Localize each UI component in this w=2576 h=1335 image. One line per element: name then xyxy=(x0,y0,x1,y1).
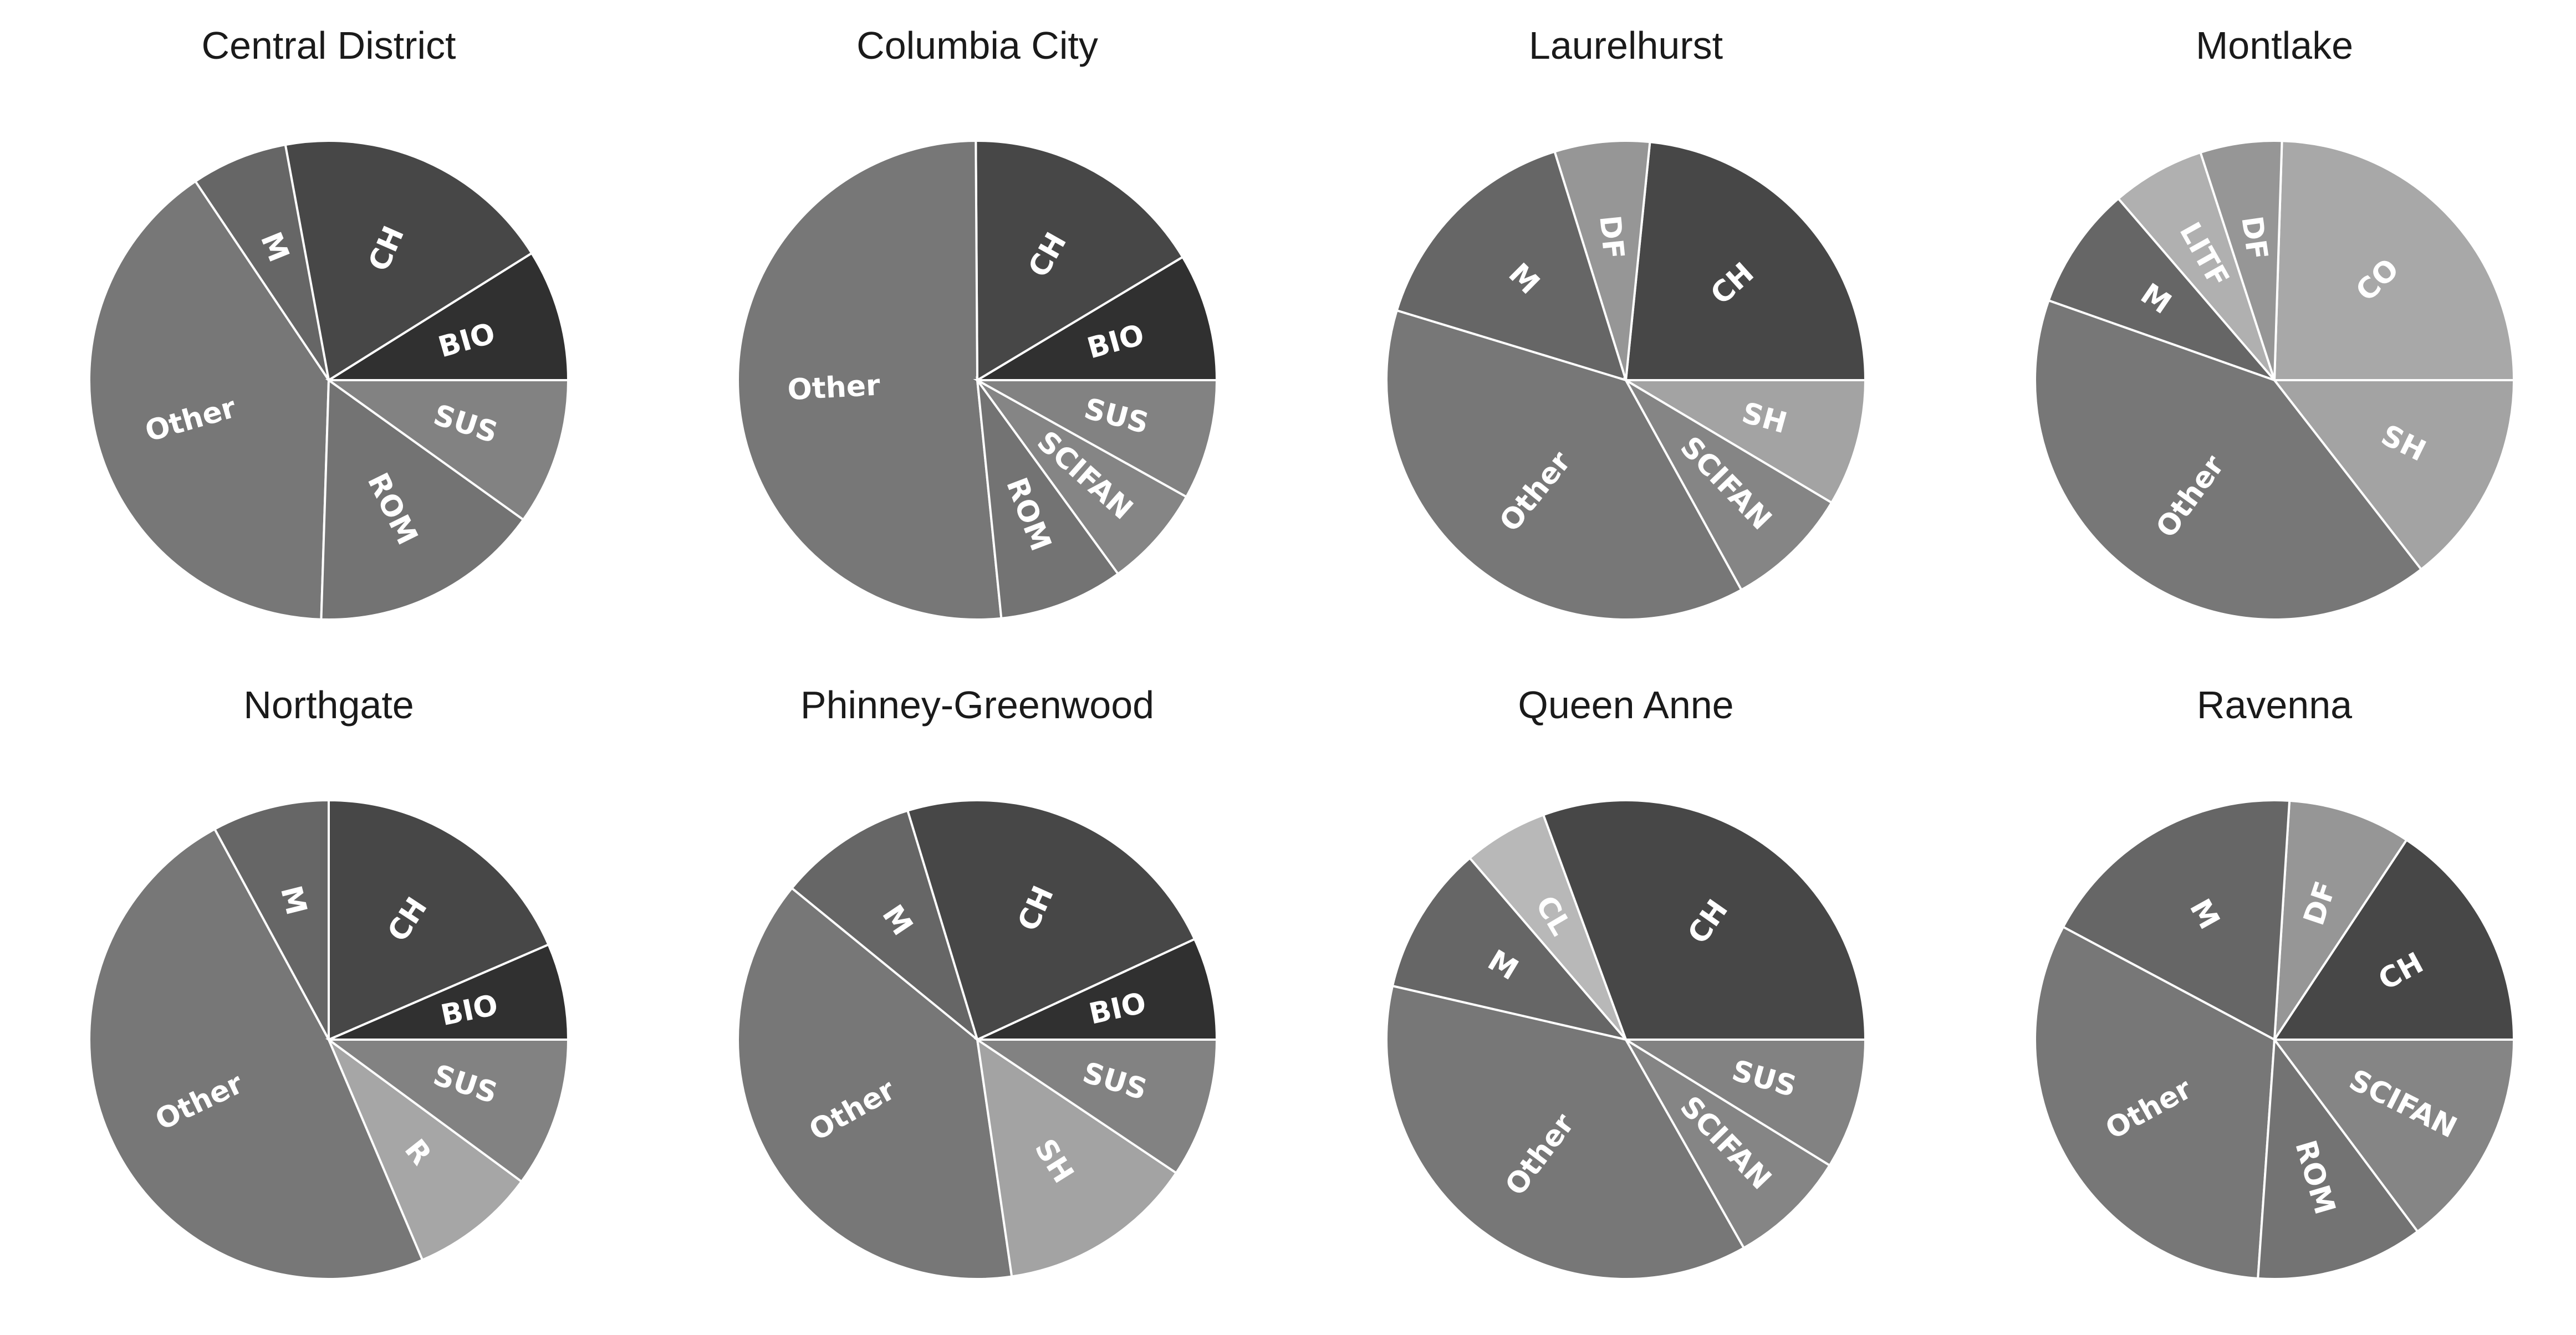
pie-slice-bio xyxy=(973,255,1218,381)
pie-slice-ch xyxy=(1624,140,1867,381)
pie-slice-ch xyxy=(906,799,1196,1041)
pie-slice-df xyxy=(2273,799,2409,1044)
pie-slice-df xyxy=(2198,140,2283,381)
pie-slice-ch xyxy=(2272,838,2516,1041)
pie-slice-scifan xyxy=(1623,377,1833,592)
pie-slice-sus xyxy=(1621,1039,1867,1167)
pie-slice-other xyxy=(2034,299,2423,621)
pie-title: Laurelhurst xyxy=(1529,24,1723,67)
pie-slice-m xyxy=(193,143,330,381)
pie-slice-label-df: DF xyxy=(1593,214,1630,260)
pie-slice-sus xyxy=(973,1039,1218,1175)
pie-slice-m xyxy=(2062,799,2291,1042)
pie-slice-scifan xyxy=(976,379,1188,576)
pie-slice-bio xyxy=(325,252,570,381)
pie-slice-scifan xyxy=(1625,1039,1832,1250)
pie-slice-bio xyxy=(977,937,1218,1041)
pie-slice-m xyxy=(1395,150,1628,382)
pie-slice-sus xyxy=(325,379,570,521)
pie-slice-rom xyxy=(320,378,525,621)
pie-slice-r xyxy=(326,1036,523,1262)
pie-slice-other xyxy=(737,139,1003,621)
pie-title: Ravenna xyxy=(2197,683,2352,727)
pie-slice-ch xyxy=(328,799,550,1042)
pie-slice-m xyxy=(213,799,330,1040)
pie-slice-label-df: DF xyxy=(2235,214,2273,262)
pie-slice-sus xyxy=(325,1039,570,1183)
pie-slice-litf xyxy=(2116,151,2276,381)
pie-title: Queen Anne xyxy=(1518,683,1733,727)
pie-title: Northgate xyxy=(243,683,414,727)
pie-slice-other xyxy=(88,827,424,1280)
pie-slice-co xyxy=(2273,140,2516,381)
pie-slice-m xyxy=(2047,197,2278,383)
pie-slice-label-other: Other xyxy=(787,369,881,407)
pie-title: Columbia City xyxy=(856,24,1098,67)
pie-title: Central District xyxy=(202,24,456,67)
pie-slice-other xyxy=(1385,309,1743,621)
pie-slice-other xyxy=(2034,925,2276,1280)
pie-slice-rom xyxy=(2257,1036,2420,1280)
pie-slice-ch xyxy=(975,140,1185,382)
pie-slice-scifan xyxy=(2272,1039,2516,1234)
pie-slice-df xyxy=(1553,140,1651,381)
pie-slice-rom xyxy=(976,376,1120,620)
pie-slice-other xyxy=(736,886,1013,1280)
pie-title: Montlake xyxy=(2196,24,2353,67)
pie-slice-sh xyxy=(1621,379,1867,504)
pie-slice-sh xyxy=(976,1037,1178,1278)
pie-slice-m xyxy=(1391,856,1629,1042)
pie-slice-ch xyxy=(1542,799,1867,1041)
pie-slice-ch xyxy=(284,140,533,382)
pie-slice-sh xyxy=(2272,379,2516,571)
pie-slice-sus xyxy=(973,379,1218,499)
pie-slice-other xyxy=(1385,984,1746,1281)
pie-slice-cl xyxy=(1468,813,1627,1041)
pie-slice-bio xyxy=(328,943,570,1041)
pie-slice-m xyxy=(790,809,980,1043)
pie-title: Phinney-Greenwood xyxy=(800,683,1154,727)
pie-slice-other xyxy=(88,180,330,621)
